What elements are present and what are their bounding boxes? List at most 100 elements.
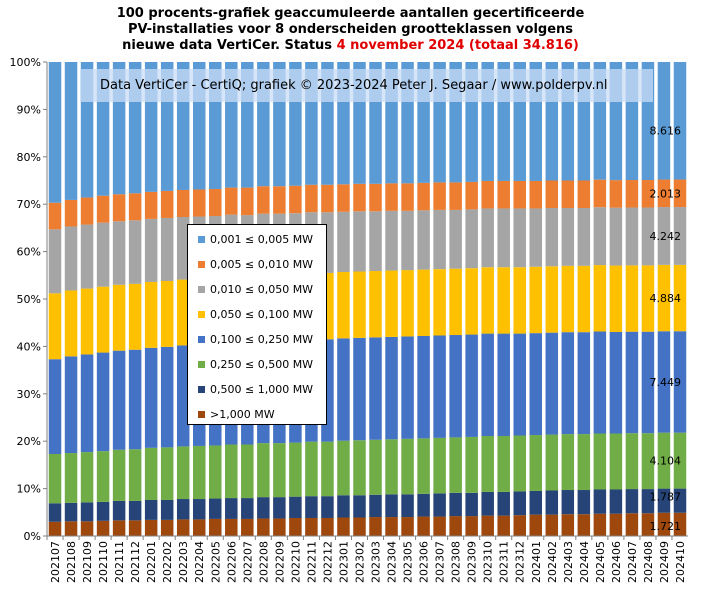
bar-segment <box>112 221 126 285</box>
bar-segment <box>289 517 302 536</box>
bar-segment <box>433 493 446 517</box>
bar-segment <box>625 331 639 434</box>
bar-segment <box>593 513 607 536</box>
bar-segment <box>497 267 510 334</box>
bar-segment <box>673 62 687 180</box>
series-end-label: 7.449 <box>650 376 682 389</box>
x-tick-label: 202408 <box>642 541 655 583</box>
bar-segment <box>96 286 110 353</box>
bar-segment <box>369 494 382 518</box>
legend-label: 0,010 ≤ 0,050 MW <box>210 283 314 296</box>
bar-segment <box>305 441 318 497</box>
bar-segment <box>529 180 543 209</box>
bar-segment <box>529 435 543 491</box>
bar-segment <box>289 496 302 518</box>
legend-item: 0,050 ≤ 0,100 MW <box>198 308 313 322</box>
bar-segment <box>465 209 478 269</box>
x-tick-label: 202405 <box>594 541 607 583</box>
bar-segment <box>64 521 78 536</box>
bar-segment <box>657 512 671 536</box>
x-tick-label: 202107 <box>49 541 62 583</box>
bar-segment <box>112 520 126 536</box>
bar-segment <box>80 288 94 355</box>
bar-segment <box>144 191 158 219</box>
bar-segment <box>64 356 78 454</box>
x-tick-label: 202209 <box>273 541 286 583</box>
x-tick-label: 202201 <box>145 541 158 583</box>
y-tick-label: 100% <box>10 56 41 69</box>
bar-segment <box>577 332 591 435</box>
y-tick-label: 60% <box>17 246 41 259</box>
bar-segment <box>209 518 222 536</box>
bar-segment <box>481 515 494 536</box>
y-tick-label: 20% <box>17 435 41 448</box>
bar-segment <box>353 495 366 518</box>
bar-segment <box>641 513 655 536</box>
x-tick-label: 202303 <box>370 541 383 583</box>
bar-segment <box>337 271 350 339</box>
title-line-2: PV-installaties voor 8 onderscheiden gro… <box>127 22 574 37</box>
bar-segment <box>112 350 126 450</box>
x-tick-label: 202403 <box>562 541 575 583</box>
bar-segment <box>545 490 559 515</box>
legend-swatch <box>198 385 205 393</box>
bar-segment <box>673 207 687 265</box>
legend-item: >1,000 MW <box>198 408 275 422</box>
x-tick-label: 202311 <box>498 541 511 583</box>
bar-segment <box>48 359 62 454</box>
x-tick-label: 202404 <box>578 541 591 583</box>
series-end-label: 1.787 <box>650 491 682 504</box>
bar-segment <box>176 499 190 520</box>
bar-segment <box>593 179 607 208</box>
bar-segment <box>433 335 446 438</box>
bar-segment <box>625 513 639 536</box>
bar-segment <box>577 207 591 266</box>
bar-segment <box>401 270 414 337</box>
copyright-watermark: Data VertiCer - CertiQ; grafiek © 2023-2… <box>80 69 653 102</box>
bar-segment <box>449 268 462 336</box>
bar-segment <box>385 336 398 440</box>
x-tick-label: 202203 <box>177 541 190 583</box>
legend-swatch <box>198 235 205 243</box>
bar-segment <box>497 515 510 536</box>
bar-segment <box>128 520 142 536</box>
bar-segment <box>128 193 142 221</box>
bar-segment <box>160 499 174 520</box>
bar-segment <box>128 500 142 521</box>
bar-segment <box>144 218 158 282</box>
bar-segment <box>144 519 158 536</box>
bar-segment <box>657 488 671 513</box>
bar-segment <box>321 184 334 213</box>
bar-segment <box>225 187 238 215</box>
bar-segment <box>513 267 526 334</box>
bar-segment <box>112 284 126 351</box>
bar-segment <box>160 447 174 500</box>
bar-segment <box>64 453 78 503</box>
x-tick-label: 202206 <box>225 541 238 583</box>
bar-segment <box>353 337 366 441</box>
legend-swatch <box>198 260 205 268</box>
title-line-1: 100 procents-grafiek geaccumuleerde aant… <box>116 6 585 21</box>
bar-segment <box>353 517 366 536</box>
x-tick-label: 202305 <box>402 541 415 583</box>
bar-segment <box>545 207 559 267</box>
bar-segment <box>625 180 639 208</box>
title-line-3: nieuwe data VertiCer. Status 4 november … <box>0 38 701 54</box>
bar-segment <box>289 185 302 214</box>
bar-segment <box>241 518 254 536</box>
bar-segment <box>417 269 430 336</box>
bar-segment <box>112 194 126 222</box>
bar-segment <box>673 432 687 489</box>
bar-segment <box>80 197 94 225</box>
bar-segment <box>641 331 655 434</box>
x-tick-label: 202407 <box>626 541 639 583</box>
bar-segment <box>401 494 414 518</box>
series-end-label: 1.721 <box>650 520 682 533</box>
bar-segment <box>481 333 494 436</box>
bar-segment <box>273 443 286 498</box>
bar-segment <box>128 220 142 284</box>
bar-segment <box>385 439 398 495</box>
legend-label: 0,250 ≤ 0,500 MW <box>210 358 314 371</box>
series-end-label: 4.884 <box>650 292 682 305</box>
legend-label: >1,000 MW <box>210 408 275 421</box>
